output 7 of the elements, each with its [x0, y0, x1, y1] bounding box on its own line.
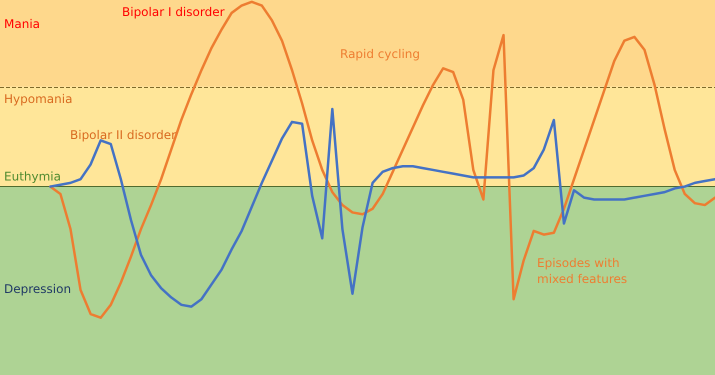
annotation: Rapid cycling: [340, 47, 420, 61]
ref-line-label: Euthymia: [4, 170, 61, 184]
series-label: Bipolar I disorder: [122, 5, 225, 19]
annotation: Episodes with mixed features: [537, 256, 628, 286]
band-label: Depression: [4, 282, 72, 296]
band-label: Mania: [4, 17, 40, 31]
band-label: Hypomania: [4, 92, 72, 106]
